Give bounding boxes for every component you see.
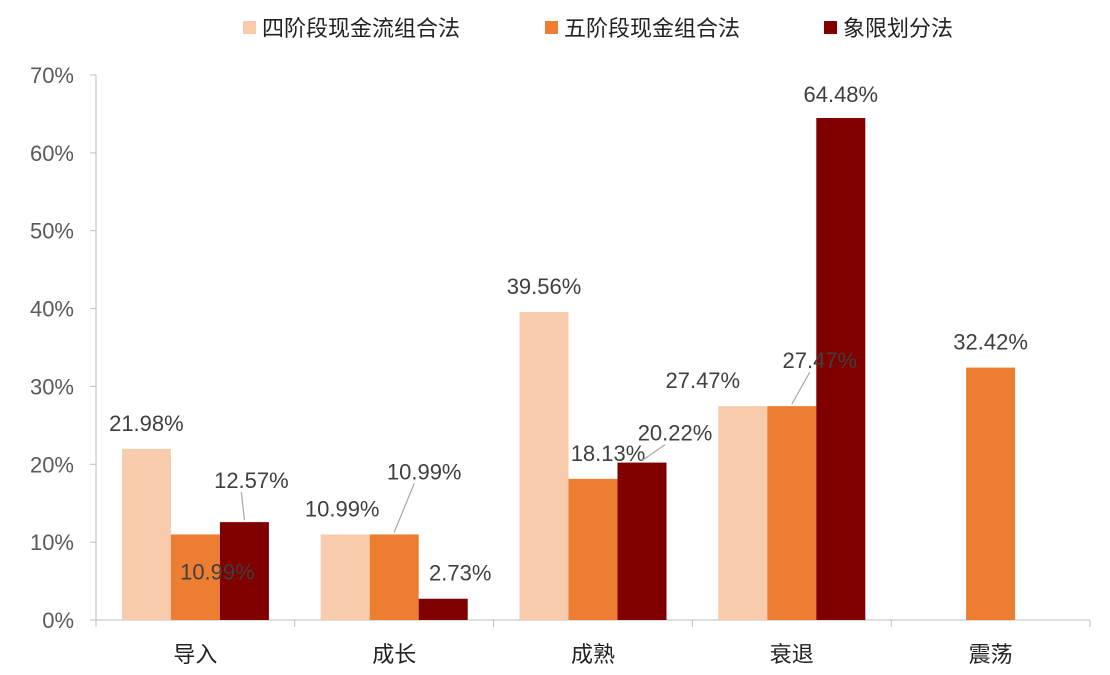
category-label: 导入 <box>173 643 217 668</box>
y-tick-label: 40% <box>30 297 74 322</box>
legend-label-series-3: 象限划分法 <box>843 17 954 42</box>
data-label: 64.48% <box>803 82 878 107</box>
data-label: 12.57% <box>214 468 289 493</box>
data-label: 20.22% <box>638 421 713 446</box>
legend-item-series-1: 四阶段现金流组合法 <box>243 10 460 44</box>
bar <box>170 534 220 620</box>
bar <box>966 367 1016 620</box>
legend-label-series-1: 四阶段现金流组合法 <box>262 17 461 42</box>
data-label: 10.99% <box>180 559 255 584</box>
data-label-leader <box>393 483 415 533</box>
legend-item-series-3: 象限划分法 <box>824 10 953 44</box>
bar <box>519 311 569 620</box>
data-label: 18.13% <box>571 441 646 466</box>
y-tick-label: 60% <box>30 141 74 166</box>
bar <box>767 406 817 620</box>
category-label: 成长 <box>372 643 416 668</box>
legend-swatch-series-1 <box>243 20 256 34</box>
data-label: 10.99% <box>387 459 462 484</box>
y-tick-label: 50% <box>30 219 74 244</box>
bar <box>617 462 667 620</box>
bar <box>121 448 171 620</box>
bar <box>219 522 269 620</box>
bar <box>568 478 618 620</box>
data-label-leader <box>641 444 666 462</box>
legend-label-series-2: 五阶段现金组合法 <box>564 17 741 42</box>
bar <box>718 406 768 620</box>
legend-swatch-series-3 <box>824 20 837 34</box>
y-tick-label: 20% <box>30 452 74 477</box>
legend: 四阶段现金流组合法 五阶段现金组合法 象限划分法 <box>0 10 1110 44</box>
category-label: 震荡 <box>969 643 1013 668</box>
data-label: 10.99% <box>305 496 380 521</box>
category-label: 成熟 <box>571 643 615 668</box>
data-label: 27.47% <box>665 368 740 393</box>
legend-item-series-2: 五阶段现金组合法 <box>545 10 740 44</box>
data-label-leader <box>791 371 811 405</box>
y-tick-label: 0% <box>42 608 74 633</box>
data-label-leader <box>240 492 245 521</box>
bar <box>369 534 419 620</box>
bar <box>320 534 370 620</box>
y-tick-label: 70% <box>30 63 74 88</box>
y-tick-label: 30% <box>30 374 74 399</box>
data-label: 32.42% <box>953 330 1028 355</box>
legend-swatch-series-2 <box>545 20 558 34</box>
data-label: 2.73% <box>429 561 491 586</box>
bar <box>816 117 866 620</box>
data-label: 21.98% <box>109 411 184 436</box>
y-tick-label: 10% <box>30 530 74 555</box>
category-label: 衰退 <box>770 643 814 668</box>
data-label: 27.47% <box>782 348 857 373</box>
data-label: 39.56% <box>507 274 582 299</box>
bar <box>418 598 468 620</box>
